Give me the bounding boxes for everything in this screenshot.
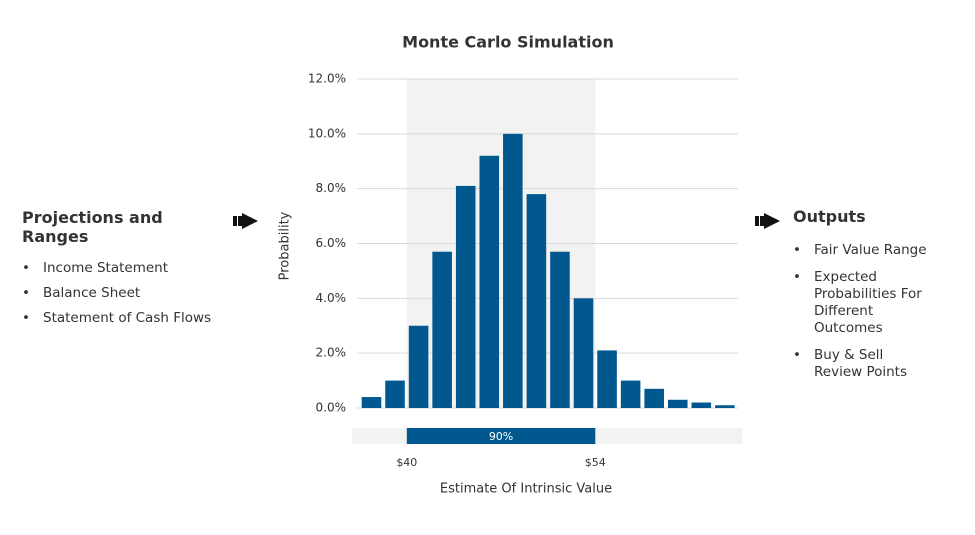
chart-title: Monte Carlo Simulation: [402, 33, 614, 52]
bar: [503, 133, 523, 409]
y-tick-label: 8.0%: [316, 181, 347, 195]
bullet-list: Income Statement Balance Sheet Statement o…: [22, 260, 232, 327]
range-bar: [406, 428, 596, 444]
y-tick-label: 6.0%: [316, 236, 347, 250]
y-tick-label: 2.0%: [316, 346, 347, 360]
bar: [597, 350, 617, 408]
arrow-right: [755, 213, 780, 229]
bullet-item: Balance Sheet: [22, 285, 232, 302]
left-panel: Projections and Ranges Income Statement B…: [22, 208, 232, 335]
bullet-item: Statement of Cash Flows: [22, 310, 232, 327]
y-tick-label: 0.0%: [316, 401, 347, 415]
bar: [715, 405, 735, 408]
bar: [455, 185, 476, 408]
bar: [550, 251, 570, 408]
y-axis-label: Probability: [278, 211, 293, 280]
bar: [432, 251, 452, 408]
x-tick-label: $54: [585, 456, 606, 469]
bar: [691, 402, 712, 408]
x-tick-label: $40: [396, 456, 417, 469]
bar: [667, 399, 688, 408]
bar: [644, 388, 664, 408]
range-label: 90%: [489, 430, 513, 443]
bar: [385, 380, 405, 408]
bar: [408, 325, 429, 408]
x-axis-label: Estimate Of Intrinsic Value: [440, 482, 612, 497]
panel-title: Outputs: [793, 207, 866, 226]
bullet-item: Fair Value Range: [793, 242, 935, 259]
bullet-item: Income Statement: [22, 260, 232, 277]
bar: [573, 298, 594, 408]
y-tick-label: 4.0%: [316, 291, 347, 305]
bullet-item: Buy & Sell Review Points: [793, 347, 935, 381]
y-tick-label: 10.0%: [308, 126, 346, 140]
bar: [479, 155, 500, 408]
arrow-left: [233, 213, 258, 229]
bar: [620, 380, 641, 408]
y-tick-label: 12.0%: [308, 72, 346, 86]
right-panel: Outputs Fair Value Range Expected Probabi…: [793, 207, 958, 391]
bullet-item: Expected Probabilities For Different Out…: [793, 269, 935, 337]
bar: [526, 194, 547, 408]
bar: [361, 397, 382, 408]
panel-title: Projections and Ranges: [22, 208, 163, 246]
bullet-list: Fair Value Range Expected Probabilities F…: [793, 242, 935, 381]
